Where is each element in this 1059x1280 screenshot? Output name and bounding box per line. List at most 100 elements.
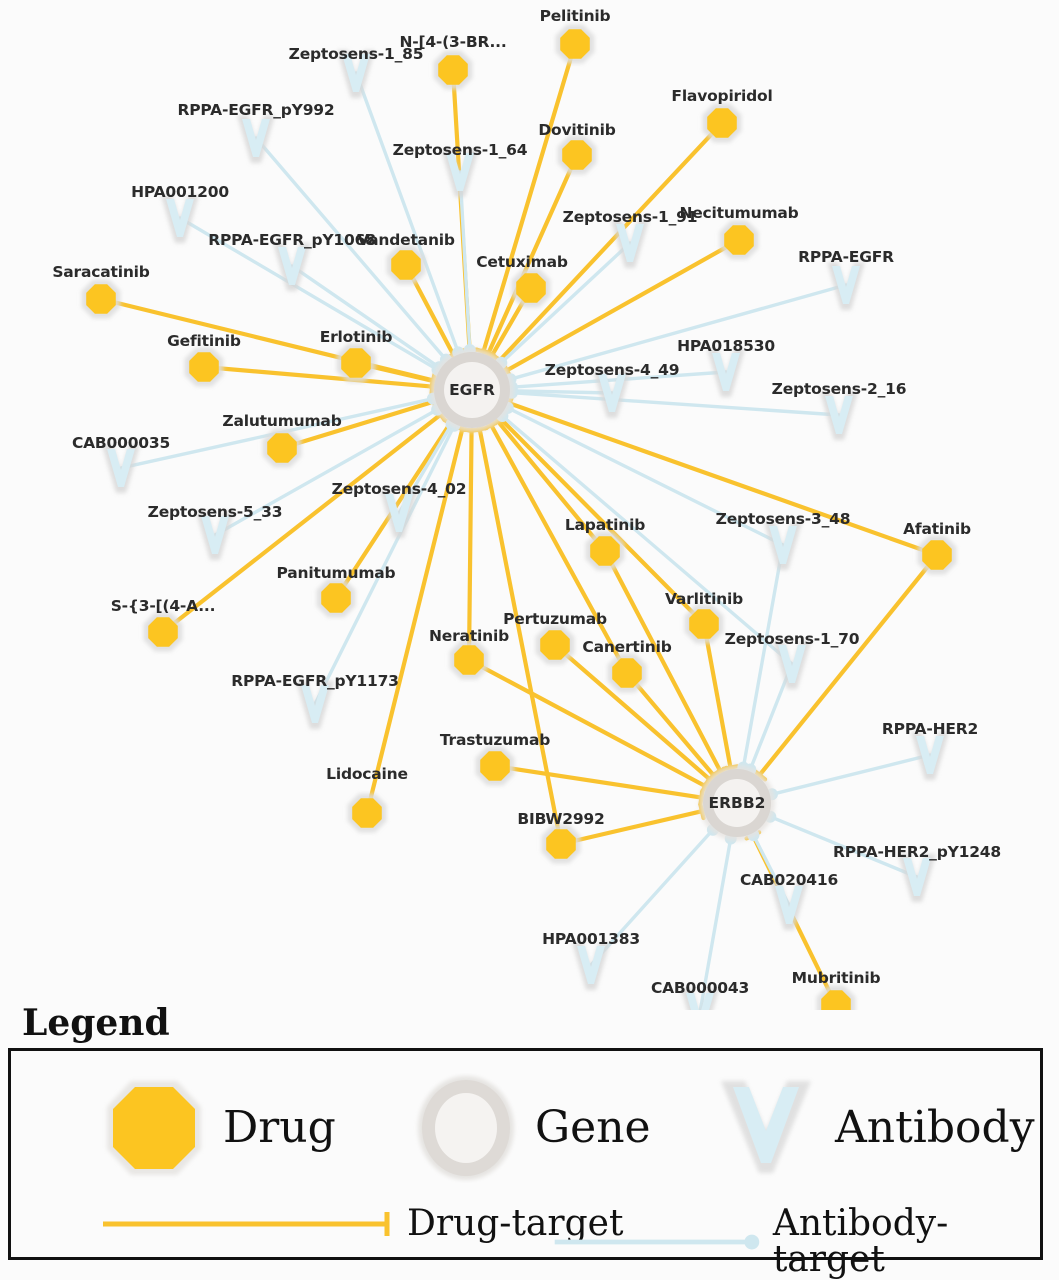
drug-node[interactable]: [684, 604, 724, 644]
drug-icon: [560, 29, 590, 59]
antibody-target-edge: [313, 419, 461, 706]
edge-line: [506, 406, 785, 547]
gene-center: [444, 362, 500, 418]
drug-icon: [454, 645, 484, 675]
drug-icon: [562, 140, 592, 170]
antibody-node[interactable]: [911, 732, 949, 780]
antibody-node[interactable]: [441, 149, 479, 197]
edge-line: [499, 241, 632, 365]
drug-node[interactable]: [816, 985, 856, 1010]
legend-item-antibody-edge: Antibody-target: [551, 1206, 1040, 1278]
edge-line: [313, 424, 456, 706]
drug-icon: [821, 990, 851, 1010]
antibody-node[interactable]: [102, 445, 140, 493]
antibody-icon: [916, 736, 944, 774]
edge-line: [466, 657, 708, 789]
drug-node[interactable]: [917, 535, 957, 575]
drug-node[interactable]: [449, 640, 489, 680]
drug-node[interactable]: [541, 824, 581, 864]
legend-label-gene: Gene: [535, 1102, 651, 1153]
drug-icon: [546, 829, 576, 859]
antibody-node[interactable]: [337, 50, 375, 98]
gene-node-egfr[interactable]: [430, 348, 514, 432]
edge-line: [507, 401, 940, 558]
drug-node[interactable]: [555, 24, 595, 64]
gene-node-label: ERBB2: [708, 794, 766, 812]
legend-box: Drug Gene Antibody Drug-target: [8, 1048, 1043, 1278]
antibody-node[interactable]: [681, 989, 719, 1010]
antibody-icon: [778, 645, 806, 683]
antibody-node[interactable]: [593, 370, 631, 418]
antibody-target-edge: [765, 753, 932, 801]
gene-icon: [418, 1076, 514, 1180]
edge-line: [290, 264, 441, 370]
antibody-icon: [342, 54, 370, 92]
antibody-node[interactable]: [898, 854, 936, 902]
antibody-node[interactable]: [273, 243, 311, 291]
antibody-node[interactable]: [827, 262, 865, 310]
edge-line: [486, 152, 580, 356]
edge-line: [489, 422, 630, 676]
antibody-node[interactable]: [237, 115, 275, 163]
drug-node[interactable]: [535, 625, 575, 665]
edge-line: [481, 41, 578, 354]
antibody-node[interactable]: [572, 942, 610, 990]
antibody-icon: [577, 946, 605, 984]
drug-node[interactable]: [511, 268, 551, 308]
drug-node[interactable]: [386, 245, 426, 285]
edge-line: [504, 237, 742, 373]
drug-node[interactable]: [143, 612, 183, 652]
drug-node[interactable]: [316, 578, 356, 618]
drug-node[interactable]: [336, 343, 376, 383]
drug-node[interactable]: [433, 50, 473, 90]
drug-node[interactable]: [607, 653, 647, 693]
drug-icon: [189, 352, 219, 382]
antibody-node[interactable]: [161, 195, 199, 243]
antibody-node[interactable]: [770, 882, 808, 930]
antibody-icon: [712, 353, 740, 391]
antibody-target-edge-icon: [554, 1234, 760, 1250]
antibody-node[interactable]: [820, 392, 858, 440]
drug-node[interactable]: [585, 531, 625, 571]
drug-node[interactable]: [81, 279, 121, 319]
drug-icon: [516, 273, 546, 303]
drug-target-edge: [462, 427, 481, 663]
edge-line: [768, 814, 919, 879]
antibody-icon: [301, 685, 329, 723]
edge-line: [500, 414, 794, 666]
edge-line: [589, 828, 715, 967]
edge-line: [497, 120, 725, 363]
legend-item-drug: Drug: [99, 1073, 336, 1183]
edge-line: [701, 621, 733, 770]
drug-target-edge: [450, 67, 479, 353]
antibody-icon: [242, 119, 270, 157]
gene-node-erbb2[interactable]: [699, 765, 775, 841]
antibody-target-edge: [458, 170, 476, 357]
gene-center: [713, 779, 761, 827]
edge-line: [498, 416, 707, 627]
antibody-icon: [903, 858, 931, 896]
antibody-node[interactable]: [380, 490, 418, 538]
drug-node[interactable]: [475, 746, 515, 786]
antibody-icon: [686, 993, 714, 1010]
drug-node[interactable]: [347, 793, 387, 833]
legend-item-drug-edge: Drug-target: [99, 1206, 623, 1242]
drug-node[interactable]: [719, 220, 759, 260]
antibody-node[interactable]: [296, 681, 334, 729]
antibody-node[interactable]: [773, 641, 811, 689]
legend-section: Legend Drug Gene Antibody: [0, 1002, 1059, 1280]
antibody-node[interactable]: [764, 522, 802, 570]
antibody-icon: [721, 1081, 811, 1173]
antibody-node[interactable]: [707, 349, 745, 397]
antibody-icon: [832, 266, 860, 304]
antibody-node[interactable]: [611, 220, 649, 268]
drug-node[interactable]: [702, 103, 742, 143]
drug-icon: [540, 630, 570, 660]
edge-line: [552, 642, 712, 782]
drug-icon: [689, 609, 719, 639]
drug-node[interactable]: [184, 347, 224, 387]
antibody-node[interactable]: [196, 512, 234, 560]
drug-node[interactable]: [262, 428, 302, 468]
antibody-icon: [278, 247, 306, 285]
drug-node[interactable]: [557, 135, 597, 175]
